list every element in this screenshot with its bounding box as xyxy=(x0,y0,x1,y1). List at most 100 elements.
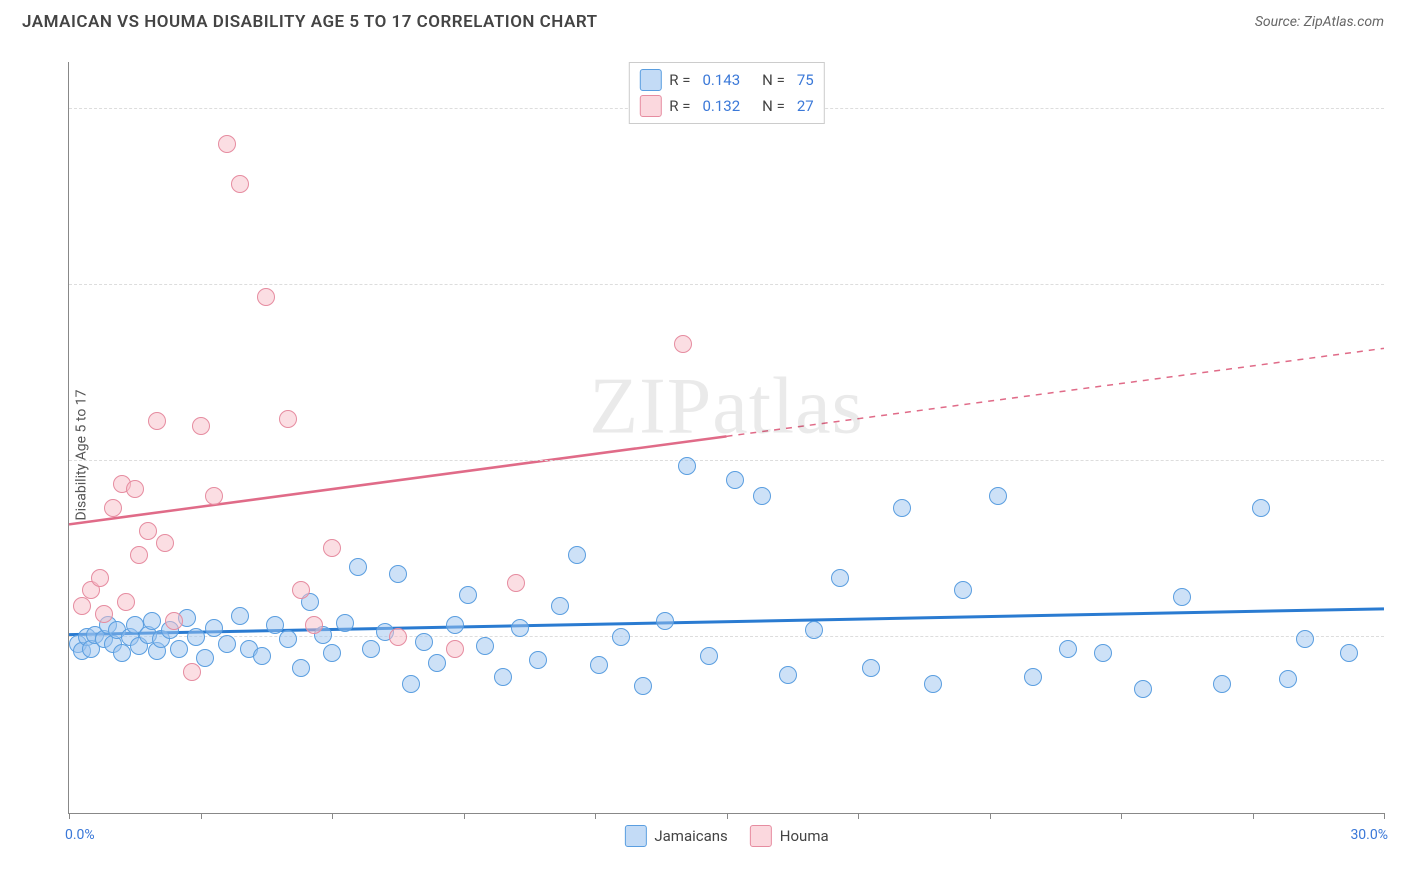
data-point xyxy=(402,675,420,693)
data-point xyxy=(349,558,367,576)
data-point xyxy=(779,666,797,684)
data-point xyxy=(231,175,249,193)
n-label: N = xyxy=(762,97,785,115)
r-label: R = xyxy=(669,97,690,115)
data-point xyxy=(279,630,297,648)
data-point xyxy=(656,612,674,630)
data-point xyxy=(192,417,210,435)
data-point xyxy=(113,644,131,662)
x-tick xyxy=(1253,813,1254,819)
data-point xyxy=(305,616,323,634)
r-value: 0.143 xyxy=(702,71,740,89)
data-point xyxy=(805,621,823,639)
x-tick xyxy=(858,813,859,819)
data-point xyxy=(323,539,341,557)
x-tick xyxy=(69,813,70,819)
data-point xyxy=(1094,644,1112,662)
data-point xyxy=(170,640,188,658)
gridline xyxy=(69,636,1384,637)
data-point xyxy=(507,574,525,592)
data-point xyxy=(139,522,157,540)
x-axis-start-label: 0.0% xyxy=(65,827,95,843)
x-tick xyxy=(990,813,991,819)
n-value: 27 xyxy=(797,97,814,115)
data-point xyxy=(446,640,464,658)
data-point xyxy=(568,546,586,564)
legend-series: JamaicansHouma xyxy=(624,825,828,847)
data-point xyxy=(862,659,880,677)
gridline xyxy=(69,460,1384,461)
data-point xyxy=(292,659,310,677)
data-point xyxy=(551,597,569,615)
gridline xyxy=(69,284,1384,285)
data-point xyxy=(130,546,148,564)
x-tick xyxy=(1384,813,1385,819)
data-point xyxy=(590,656,608,674)
data-point xyxy=(753,487,771,505)
data-point xyxy=(205,619,223,637)
chart-container: Disability Age 5 to 17 ZIPatlas R =0.143… xyxy=(22,48,1384,862)
data-point xyxy=(91,569,109,587)
n-value: 75 xyxy=(797,71,814,89)
data-point xyxy=(104,499,122,517)
data-point xyxy=(674,335,692,353)
data-point xyxy=(989,487,1007,505)
data-point xyxy=(1024,668,1042,686)
x-tick xyxy=(727,813,728,819)
data-point xyxy=(218,135,236,153)
data-point xyxy=(218,635,236,653)
data-point xyxy=(459,586,477,604)
data-point xyxy=(389,628,407,646)
n-label: N = xyxy=(762,71,785,89)
legend-label: Houma xyxy=(780,827,829,845)
data-point xyxy=(1134,680,1152,698)
data-point xyxy=(511,619,529,637)
data-point xyxy=(1213,675,1231,693)
data-point xyxy=(95,605,113,623)
data-point xyxy=(1173,588,1191,606)
data-point xyxy=(196,649,214,667)
data-point xyxy=(183,663,201,681)
data-point xyxy=(1340,644,1358,662)
trend-lines xyxy=(69,62,1384,813)
data-point xyxy=(73,597,91,615)
data-point xyxy=(415,633,433,651)
data-point xyxy=(1296,630,1314,648)
data-point xyxy=(612,628,630,646)
plot-area: ZIPatlas R =0.143N =75R =0.132N =27 0.0%… xyxy=(68,62,1384,814)
y-tick-label: 7.5% xyxy=(1388,613,1406,629)
data-point xyxy=(446,616,464,634)
data-point xyxy=(279,410,297,428)
data-point xyxy=(117,593,135,611)
data-point xyxy=(1252,499,1270,517)
trend-line-solid xyxy=(69,436,727,524)
data-point xyxy=(253,647,271,665)
data-point xyxy=(126,480,144,498)
legend-swatch xyxy=(624,825,646,847)
x-tick xyxy=(332,813,333,819)
legend-swatch xyxy=(750,825,772,847)
data-point xyxy=(726,471,744,489)
data-point xyxy=(205,487,223,505)
y-tick-label: 15.0% xyxy=(1388,437,1406,453)
data-point xyxy=(529,651,547,669)
x-axis-end-label: 30.0% xyxy=(1350,827,1388,843)
data-point xyxy=(428,654,446,672)
chart-title: JAMAICAN VS HOUMA DISABILITY AGE 5 TO 17… xyxy=(22,12,598,32)
legend-stat-row: R = 0.132 N = 27 xyxy=(639,93,813,119)
data-point xyxy=(954,581,972,599)
data-point xyxy=(257,288,275,306)
data-point xyxy=(362,640,380,658)
data-point xyxy=(323,644,341,662)
legend-item: Houma xyxy=(750,825,829,847)
legend-stats: R = 0.143 N = 75 R = 0.132 N = 27 xyxy=(628,62,824,124)
data-point xyxy=(1059,640,1077,658)
x-tick xyxy=(595,813,596,819)
data-point xyxy=(187,628,205,646)
y-tick-label: 22.5% xyxy=(1388,261,1406,277)
data-point xyxy=(389,565,407,583)
source-label: Source: ZipAtlas.com xyxy=(1255,14,1384,30)
x-tick xyxy=(1121,813,1122,819)
data-point xyxy=(231,607,249,625)
r-value: 0.132 xyxy=(702,97,740,115)
